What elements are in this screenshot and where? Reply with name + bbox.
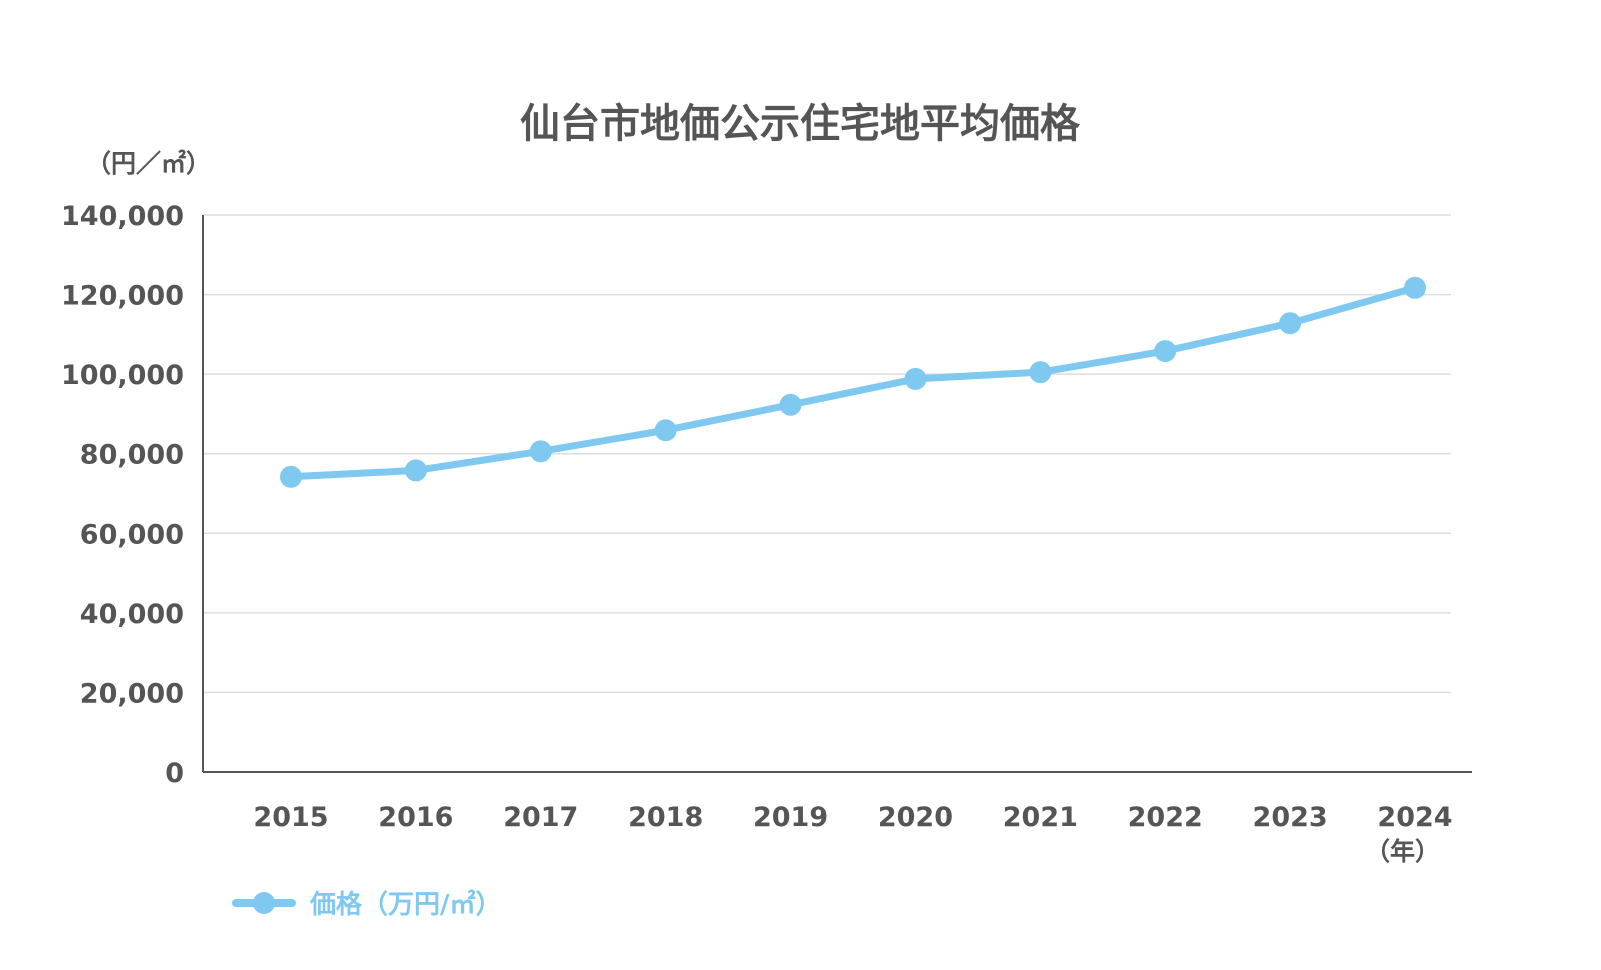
data-point bbox=[404, 459, 427, 482]
x-tick-label: 2018 bbox=[628, 802, 703, 833]
x-tick-label: 2022 bbox=[1128, 802, 1203, 833]
y-tick-label: 120,000 bbox=[61, 281, 184, 312]
data-point bbox=[654, 419, 677, 442]
chart-title: 仙台市地価公示住宅地平均価格 bbox=[520, 101, 1081, 147]
data-point bbox=[1279, 312, 1302, 335]
data-point bbox=[1029, 361, 1052, 384]
series-line bbox=[287, 284, 1419, 481]
x-tick-label: 2019 bbox=[753, 802, 828, 833]
gridlines bbox=[203, 214, 1451, 694]
y-axis-ticks: 0 20,000 40,000 60,000 80,000 100,000 120,000 1… bbox=[61, 201, 184, 789]
y-tick-label: 60,000 bbox=[80, 519, 184, 550]
legend: 価格（万円/㎡） bbox=[232, 889, 502, 920]
y-tick-label: 20,000 bbox=[80, 678, 184, 709]
data-point bbox=[779, 393, 802, 416]
x-tick-label: 2015 bbox=[253, 802, 328, 833]
x-tick-label: 2021 bbox=[1003, 802, 1078, 833]
y-tick-label: 40,000 bbox=[80, 599, 184, 630]
data-point bbox=[529, 440, 552, 463]
x-tick-label: 2024 bbox=[1377, 802, 1452, 833]
y-axis-unit-label: （円／㎡） bbox=[86, 149, 211, 178]
data-point bbox=[280, 465, 302, 488]
x-tick-label: 2023 bbox=[1253, 802, 1328, 833]
legend-label: 価格（万円/㎡） bbox=[309, 889, 502, 920]
legend-marker-swatch bbox=[253, 892, 275, 914]
x-tick-label: 2017 bbox=[503, 802, 578, 833]
data-point bbox=[1404, 276, 1426, 299]
x-axis-ticks: 2015 2016 2017 2018 2019 2020 2021 2022 2023 2024 bbox=[253, 802, 1452, 833]
data-point bbox=[1154, 340, 1177, 363]
x-tick-label: 2016 bbox=[378, 802, 453, 833]
series-group bbox=[280, 276, 1426, 488]
x-axis-unit-label: （年） bbox=[1365, 837, 1440, 866]
x-tick-label: 2020 bbox=[878, 802, 953, 833]
y-tick-label: 140,000 bbox=[61, 201, 184, 232]
y-tick-label: 80,000 bbox=[80, 440, 184, 471]
data-point bbox=[904, 367, 927, 390]
y-tick-label: 100,000 bbox=[61, 360, 184, 391]
y-tick-label: 0 bbox=[165, 758, 184, 789]
